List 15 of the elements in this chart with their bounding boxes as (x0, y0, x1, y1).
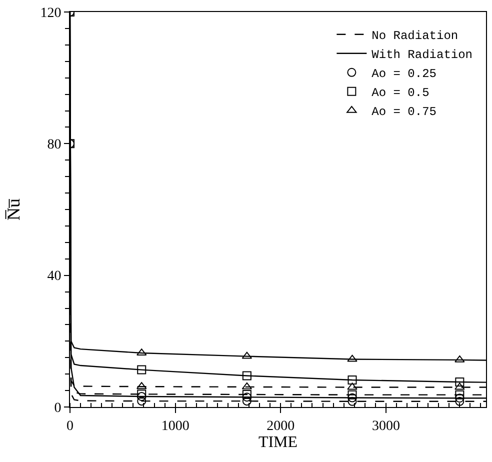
legend-label: Ao = 0.75 (372, 105, 436, 120)
legend-label: Ao = 0.5 (372, 86, 430, 100)
x-tick-label: 0 (66, 418, 74, 434)
legend-label: Ao = 0.25 (372, 67, 436, 82)
y-tick-label: 120 (40, 6, 62, 21)
legend-label: With Radiation (372, 48, 473, 62)
y-axis-title: N̅u̅ (3, 198, 24, 220)
y-tick-label: 0 (54, 400, 62, 416)
x-axis-title: TIME (258, 434, 298, 451)
y-tick-label: 40 (47, 269, 62, 284)
x-tick-label: 2000 (266, 418, 295, 434)
y-tick-label: 80 (47, 138, 62, 153)
x-tick-label: 1000 (161, 418, 190, 434)
legend-label: No Radiation (372, 29, 458, 44)
x-tick-label: 3000 (372, 418, 400, 434)
